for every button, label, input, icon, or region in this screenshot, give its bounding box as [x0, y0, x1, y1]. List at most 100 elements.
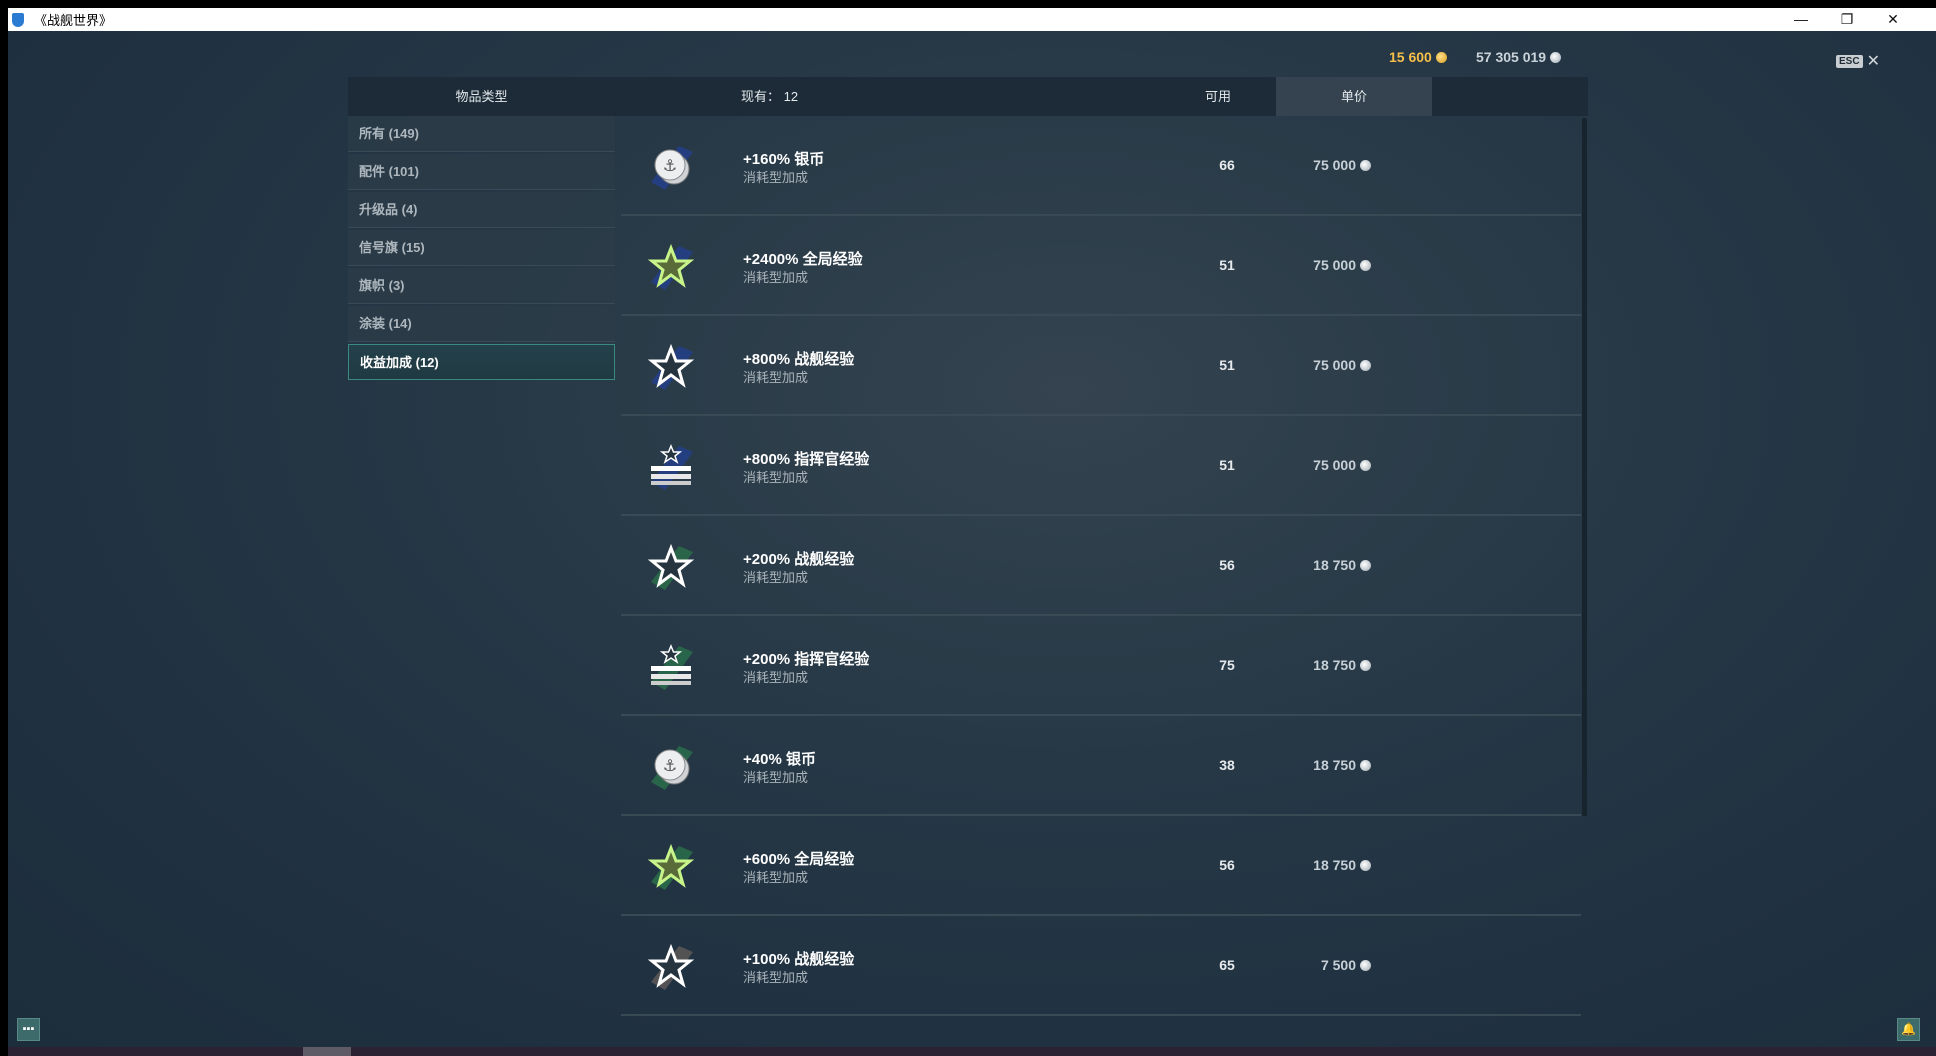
window-title: 《战舰世界》: [34, 13, 113, 28]
credits-icon: [1360, 259, 1371, 271]
credits-icon: [1360, 959, 1371, 971]
item-name: +800% 指挥官经验: [743, 451, 870, 468]
item-type: 消耗型加成: [743, 270, 809, 285]
category-list: 所有 (149) 配件 (101) 升级品 (4) 信号旗 (15) 旗帜 (3) 涂装 …: [348, 116, 615, 382]
taskbar: [8, 1047, 1936, 1056]
item-available: 56: [1219, 557, 1235, 573]
item-type: 消耗型加成: [743, 870, 809, 885]
header-owned-count: 现有： 12: [741, 89, 799, 104]
category-item[interactable]: 信号旗 (15): [348, 230, 615, 266]
app-icon: [12, 12, 24, 27]
item-type: 消耗型加成: [743, 770, 809, 785]
item-price: 75 000: [1261, 457, 1371, 473]
list-item[interactable]: +100% 战舰经验 消耗型加成 65 7 500: [621, 916, 1581, 1016]
price-value: 18 750: [1313, 557, 1356, 573]
item-price: 18 750: [1261, 757, 1371, 773]
list-item[interactable]: +600% 全局经验 消耗型加成 56 18 750: [621, 816, 1581, 916]
list-item[interactable]: +200% 战舰经验 消耗型加成 56 18 750: [621, 516, 1581, 616]
svg-text:⚓: ⚓: [663, 158, 677, 175]
category-item[interactable]: 收益加成 (12): [348, 344, 615, 380]
credits-icon: [1360, 359, 1371, 371]
item-name: +200% 指挥官经验: [743, 651, 870, 668]
gold-amount: 15 600: [1389, 49, 1432, 65]
item-available: 51: [1219, 257, 1235, 273]
list-item[interactable]: +800% 战舰经验 消耗型加成 51 75 000: [621, 316, 1581, 416]
esc-key: ESC: [1836, 54, 1863, 68]
item-price: 18 750: [1261, 857, 1371, 873]
credits-icon: [1360, 859, 1371, 871]
free-xp-star-icon: [643, 238, 699, 294]
item-price: 18 750: [1261, 557, 1371, 573]
table-header: 物品类型 现有： 12 可用 单价: [348, 77, 1588, 116]
ship-xp-star-icon: [643, 538, 699, 594]
price-value: 75 000: [1313, 357, 1356, 373]
item-price: 75 000: [1261, 157, 1371, 173]
credits-icon: [1360, 159, 1371, 171]
item-type: 消耗型加成: [743, 470, 809, 485]
item-list: ⚓ +160% 银币 消耗型加成 66 75 000 +2400% 全局经验 消…: [621, 116, 1581, 1016]
price-value: 75 000: [1313, 457, 1356, 473]
window-titlebar: 《战舰世界》 — ❐ ✕: [8, 8, 1936, 31]
item-name: +200% 战舰经验: [743, 551, 855, 568]
commander-xp-icon: [643, 438, 699, 494]
header-price-sort[interactable]: 单价: [1276, 77, 1432, 116]
category-item[interactable]: 升级品 (4): [348, 192, 615, 228]
credits-icon: [1550, 51, 1562, 63]
item-type: 消耗型加成: [743, 570, 809, 585]
list-item[interactable]: ⚓ +160% 银币 消耗型加成 66 75 000: [621, 116, 1581, 216]
minimize-button[interactable]: —: [1794, 11, 1808, 27]
header-item-type: 物品类型: [455, 89, 508, 104]
item-name: +160% 银币: [743, 151, 825, 168]
price-value: 18 750: [1313, 657, 1356, 673]
silver-balance: 57 305 019: [1476, 49, 1562, 65]
ship-xp-star-icon: [643, 338, 699, 394]
list-item[interactable]: ⚓ +40% 银币 消耗型加成 38 18 750: [621, 716, 1581, 816]
list-item[interactable]: +200% 指挥官经验 消耗型加成 75 18 750: [621, 616, 1581, 716]
notification-bell-icon[interactable]: 🔔: [1897, 1018, 1920, 1041]
header-available[interactable]: 可用: [1204, 89, 1231, 104]
esc-close-button[interactable]: ESC ✕: [1836, 51, 1880, 71]
commander-xp-icon: [643, 638, 699, 694]
item-name: +40% 银币: [743, 751, 816, 768]
gold-balance: 15 600: [1389, 49, 1447, 65]
item-available: 75: [1219, 657, 1235, 673]
price-value: 18 750: [1313, 757, 1356, 773]
taskbar-item[interactable]: [303, 1047, 351, 1056]
credits-icon: [1360, 759, 1371, 771]
item-available: 66: [1219, 157, 1235, 173]
close-window-button[interactable]: ✕: [1887, 11, 1899, 27]
category-item[interactable]: 旗帜 (3): [348, 268, 615, 304]
game-view: 15 600 57 305 019 ESC ✕ 物品类型 现有： 12 可用 单价…: [8, 31, 1936, 1056]
category-item[interactable]: 所有 (149): [348, 116, 615, 152]
svg-text:⚓: ⚓: [663, 758, 677, 775]
item-type: 消耗型加成: [743, 970, 809, 985]
ship-xp-star-icon: [643, 938, 699, 994]
category-item[interactable]: 配件 (101): [348, 154, 615, 190]
item-type: 消耗型加成: [743, 670, 809, 685]
price-value: 7 500: [1320, 957, 1356, 973]
list-item[interactable]: +2400% 全局经验 消耗型加成 51 75 000: [621, 216, 1581, 316]
scrollbar[interactable]: [1582, 118, 1587, 816]
item-price: 75 000: [1261, 357, 1371, 373]
item-price: 7 500: [1261, 957, 1371, 973]
credits-icon: [1360, 459, 1371, 471]
item-price: 18 750: [1261, 657, 1371, 673]
item-available: 38: [1219, 757, 1235, 773]
close-icon: ✕: [1866, 53, 1880, 70]
silver-coin-icon: ⚓: [643, 138, 699, 194]
item-name: +600% 全局经验: [743, 851, 855, 868]
item-type: 消耗型加成: [743, 170, 809, 185]
price-value: 18 750: [1313, 857, 1356, 873]
item-name: +2400% 全局经验: [743, 251, 863, 268]
credits-icon: [1360, 559, 1371, 571]
item-available: 56: [1219, 857, 1235, 873]
chat-icon[interactable]: ▪▪▪: [17, 1018, 40, 1041]
list-item[interactable]: +800% 指挥官经验 消耗型加成 51 75 000: [621, 416, 1581, 516]
category-item[interactable]: 涂装 (14): [348, 306, 615, 342]
doubloon-icon: [1435, 51, 1447, 63]
item-available: 51: [1219, 457, 1235, 473]
item-type: 消耗型加成: [743, 370, 809, 385]
credits-icon: [1360, 659, 1371, 671]
price-value: 75 000: [1313, 257, 1356, 273]
restore-button[interactable]: ❐: [1840, 11, 1854, 27]
